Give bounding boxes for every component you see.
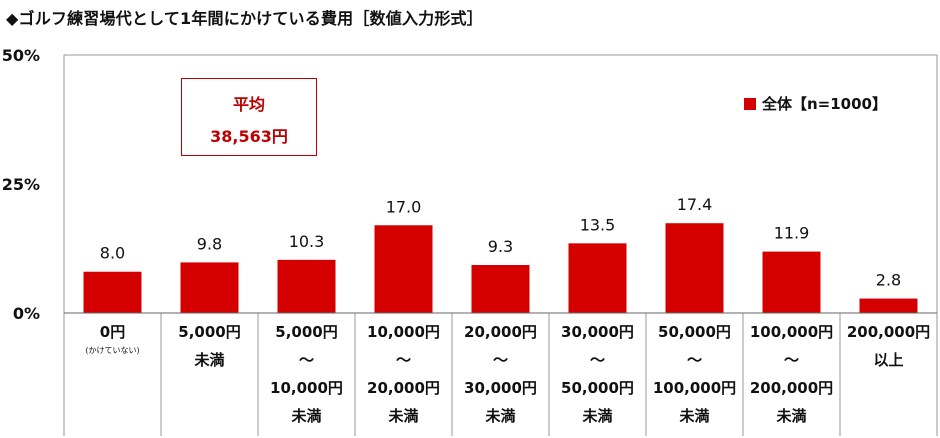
bar — [83, 271, 142, 313]
category-label: 未満 — [775, 407, 806, 425]
category-label: ～ — [493, 351, 508, 369]
category-label: 200,000円 — [750, 379, 833, 397]
bar — [762, 251, 821, 313]
category-label: ～ — [396, 351, 411, 369]
data-label: 13.5 — [580, 215, 616, 234]
data-label: 17.4 — [677, 195, 713, 214]
category-label: 50,000円 — [658, 323, 731, 341]
category-label: 未満 — [581, 407, 612, 425]
category-label: 未満 — [678, 407, 709, 425]
bar — [471, 265, 530, 313]
chart-title: ◆ゴルフ練習場代として1年間にかけている費用［数値入力形式］ — [6, 9, 483, 28]
category-label: 未満 — [193, 351, 224, 369]
category-label: ～ — [784, 351, 799, 369]
category-label: 5,000円 — [275, 323, 337, 341]
category-label: 20,000円 — [464, 323, 537, 341]
category-label: 未満 — [290, 407, 321, 425]
category-label: 30,000円 — [561, 323, 634, 341]
bar — [859, 298, 918, 313]
category-label: ～ — [687, 351, 702, 369]
y-tick-label: 50% — [2, 46, 40, 65]
category-label: 10,000円 — [270, 379, 343, 397]
average-value: 38,563円 — [210, 127, 288, 146]
category-label: 未満 — [387, 407, 418, 425]
data-label: 9.8 — [197, 234, 222, 253]
category-label: 以上 — [873, 351, 903, 369]
category-label: (かけていない) — [85, 346, 139, 355]
legend: 全体【n=1000】 — [744, 93, 887, 114]
data-label: 11.9 — [774, 224, 810, 243]
category-label: 20,000円 — [367, 379, 440, 397]
average-box: 平均 38,563円 — [181, 78, 317, 156]
data-label: 10.3 — [289, 232, 325, 251]
bar — [374, 225, 433, 313]
category-label: 30,000円 — [464, 379, 537, 397]
legend-swatch — [744, 97, 756, 110]
category-label: ～ — [299, 351, 314, 369]
category-label: 10,000円 — [367, 323, 440, 341]
category-label: 200,000円 — [847, 323, 930, 341]
category-label: 5,000円 — [178, 323, 240, 341]
y-tick-label: 25% — [2, 175, 40, 194]
bar — [568, 243, 627, 313]
legend-label: 全体【n=1000】 — [762, 95, 887, 113]
category-label: 0円 — [100, 323, 125, 341]
bar — [180, 262, 239, 313]
bar — [277, 259, 336, 313]
category-label: 50,000円 — [561, 379, 634, 397]
data-label: 17.0 — [386, 197, 422, 216]
category-label: 未満 — [484, 407, 515, 425]
data-label: 2.8 — [876, 271, 901, 290]
bar — [665, 223, 724, 313]
category-label: 100,000円 — [653, 379, 736, 397]
average-label: 平均 — [232, 95, 265, 114]
category-label: 100,000円 — [750, 323, 833, 341]
category-label: ～ — [590, 351, 605, 369]
data-label: 9.3 — [488, 237, 513, 256]
data-label: 8.0 — [100, 244, 125, 263]
y-tick-label: 0% — [13, 304, 40, 323]
